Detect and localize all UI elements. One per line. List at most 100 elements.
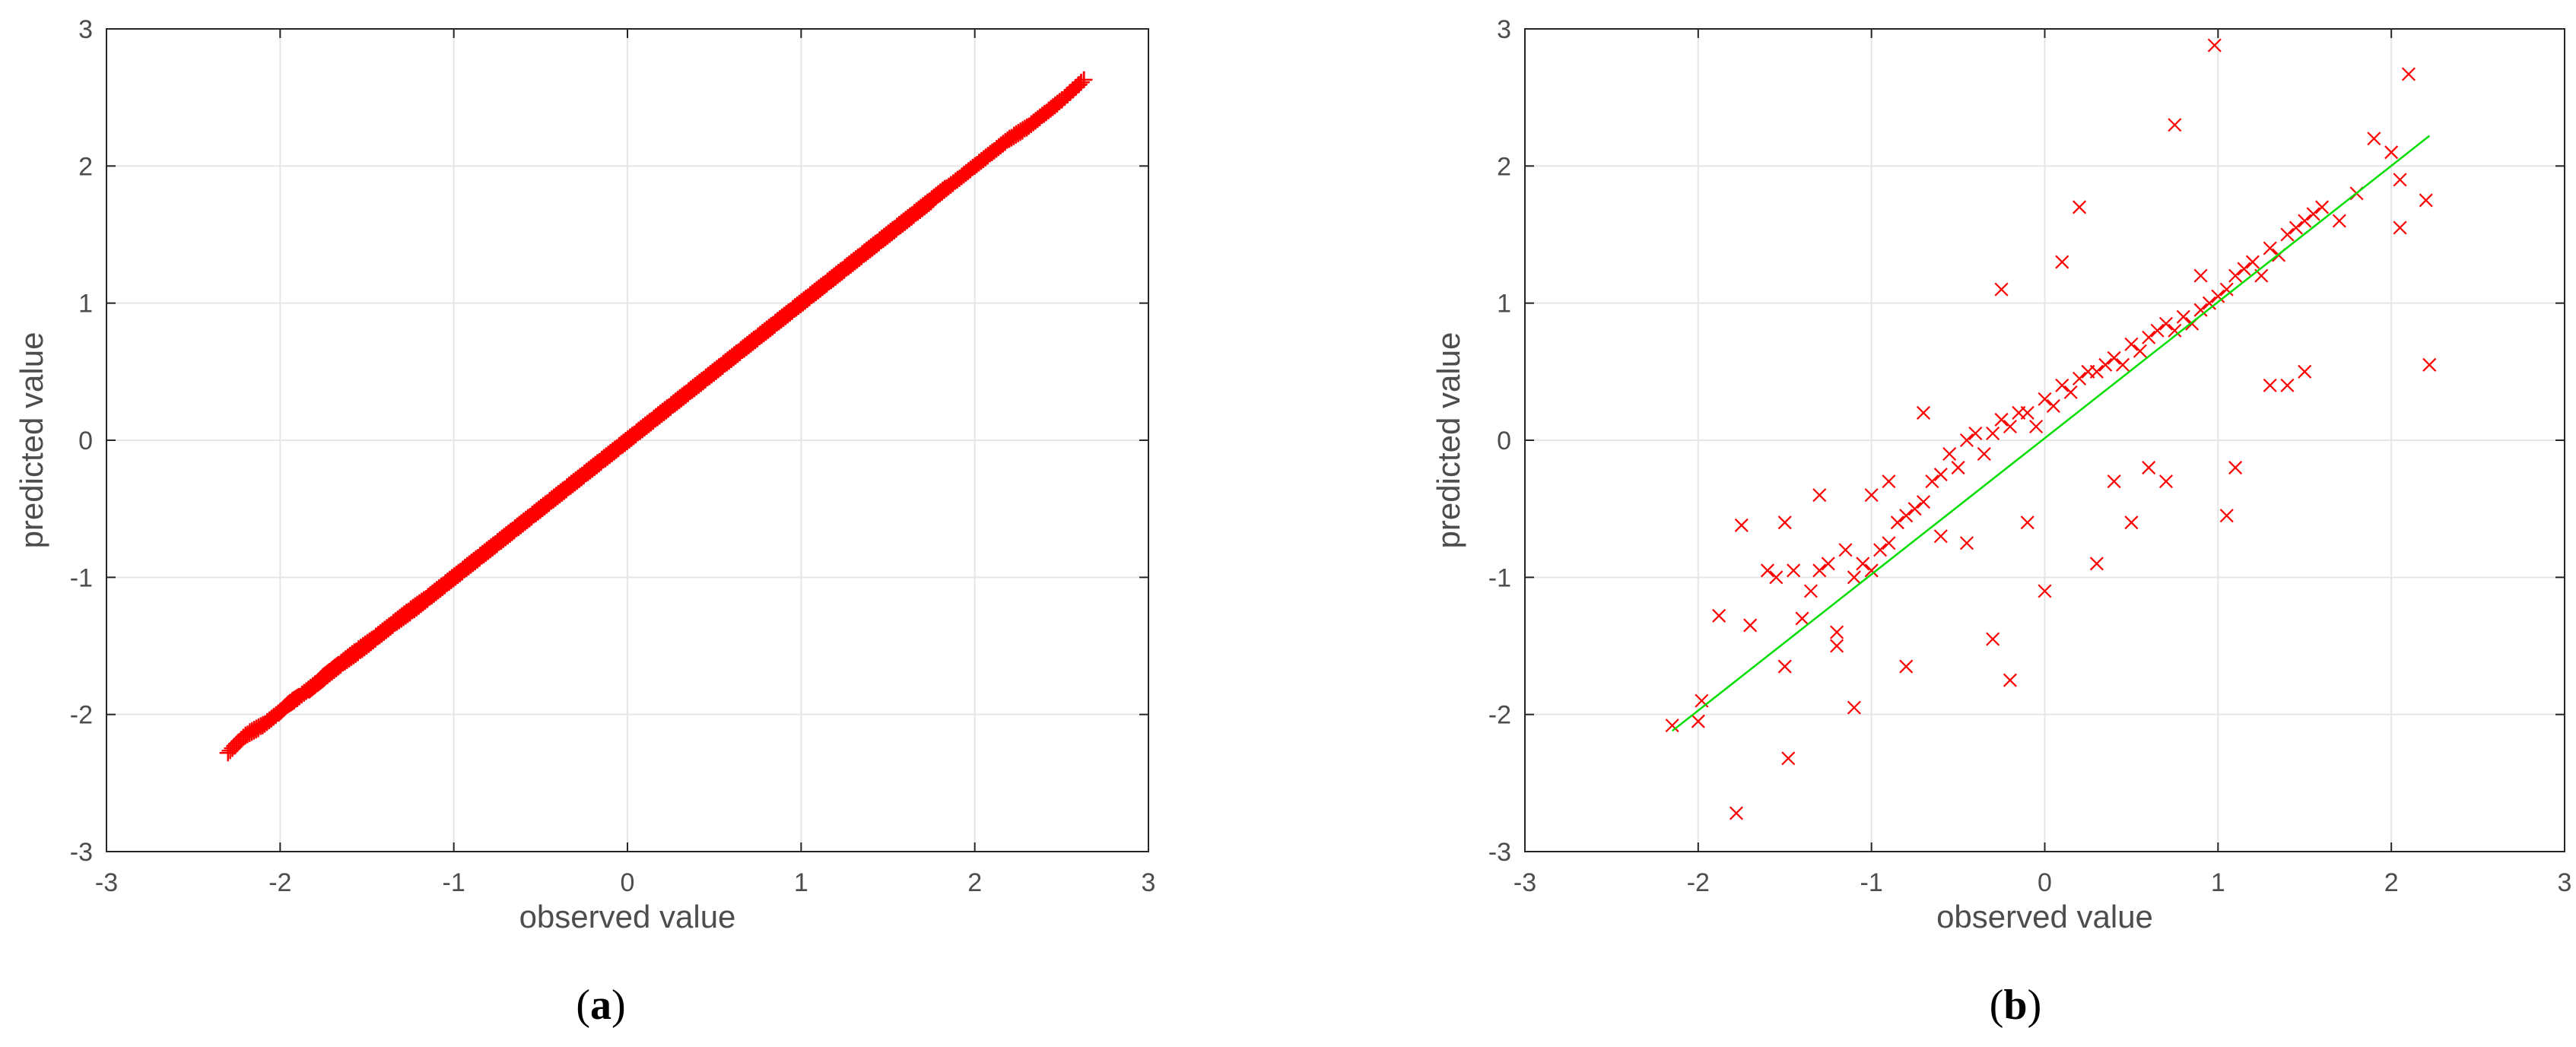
data-point: [2158, 316, 2174, 331]
data-point: [2401, 67, 2416, 81]
data-point: [1977, 447, 1991, 462]
data-point: [1907, 502, 1922, 516]
panel-a-x-axis-label: observed value: [519, 899, 736, 934]
data-point: [1882, 474, 1896, 489]
data-point: [1803, 584, 1818, 598]
x-tick-label: 1: [2211, 868, 2225, 897]
data-point: [1994, 282, 2009, 297]
data-point: [1830, 625, 1844, 639]
data-point: [2298, 214, 2312, 228]
y-tick-label: -1: [70, 563, 93, 592]
data-point: [1933, 529, 1948, 544]
data-point: [1986, 632, 2000, 646]
data-point: [2003, 673, 2017, 687]
data-point: [2315, 200, 2330, 214]
data-point: [2193, 303, 2208, 317]
x-tick-label: -2: [268, 868, 291, 897]
data-point: [1986, 426, 2000, 441]
panel-b-x-axis-label: observed value: [1936, 899, 2153, 934]
y-tick-label: 1: [78, 290, 93, 319]
y-tick-label: -2: [1488, 701, 1511, 730]
data-point: [1882, 536, 1896, 550]
panel-b-caption: (b): [1990, 982, 2041, 1029]
data-point: [1856, 557, 1870, 571]
y-tick-label: -3: [70, 838, 93, 867]
data-point: [1847, 700, 1861, 715]
data-point: [1899, 509, 1914, 523]
y-tick-label: 0: [78, 427, 93, 455]
data-point: [2306, 207, 2320, 221]
data-point: [1916, 495, 1931, 509]
data-point: [228, 735, 246, 753]
data-point: [2089, 364, 2104, 379]
panel-a-caption: (a): [576, 982, 625, 1029]
data-point: [2107, 351, 2121, 365]
x-tick-label: -2: [1687, 868, 1710, 897]
data-point: [1942, 447, 1957, 462]
x-tick-label: -3: [95, 868, 118, 897]
data-point: [2055, 378, 2069, 392]
data-point: [2020, 405, 2034, 420]
data-point: [226, 738, 243, 755]
panel-b-fit-line: [1671, 135, 2431, 732]
data-point: [1743, 618, 1758, 633]
data-point: [1838, 543, 1853, 557]
data-point: [1777, 516, 1792, 530]
y-tick-label: -3: [1488, 838, 1511, 867]
data-point: [1781, 751, 1796, 766]
x-tick-label: 2: [967, 868, 982, 897]
data-point: [2115, 357, 2130, 372]
y-tick-label: -1: [1488, 563, 1511, 592]
panel-b-y-axis-label: predicted value: [1431, 332, 1466, 549]
data-point: [2422, 357, 2437, 372]
data-point: [1821, 557, 1835, 571]
panel-b-ticks: -3 -2 -1 0 1 2 3 -3 -2 -1 0 1 2 3: [1488, 15, 2572, 897]
data-point: [1951, 461, 1965, 475]
data-point: [2228, 268, 2243, 283]
data-point: [1890, 516, 1904, 530]
data-point: [2150, 323, 2165, 338]
x-tick-label: 3: [2558, 868, 2572, 897]
y-tick-label: 2: [78, 152, 93, 181]
data-point: [1830, 639, 1844, 653]
y-tick-label: 3: [78, 15, 93, 44]
data-point: [1959, 536, 1974, 550]
data-point: [2219, 509, 2234, 523]
data-point: [2098, 357, 2113, 372]
data-point: [219, 744, 237, 762]
data-point: [2020, 516, 2034, 530]
data-point: [2393, 221, 2407, 235]
panel-b-chart: -3 -2 -1 0 1 2 3 -3 -2 -1 0 1 2 3 observed value pred…: [1431, 15, 2571, 1029]
data-point: [2142, 330, 2156, 344]
data-point: [2142, 461, 2156, 475]
data-point: [2298, 364, 2312, 379]
data-point: [2237, 262, 2251, 276]
panel-a-y-axis-label: predicted value: [14, 332, 49, 549]
x-tick-label: 0: [2038, 868, 2052, 897]
data-point: [1933, 468, 1948, 482]
data-point: [2280, 227, 2295, 242]
data-point: [1916, 405, 1931, 420]
data-point: [2133, 344, 2147, 358]
data-point: [2289, 221, 2303, 235]
data-point: [224, 740, 241, 757]
data-point: [2055, 255, 2069, 269]
x-tick-label: -3: [1514, 868, 1536, 897]
y-tick-label: -2: [70, 701, 93, 730]
data-point: [1712, 608, 1726, 623]
data-point: [2332, 214, 2346, 228]
data-point: [1812, 488, 1827, 503]
x-tick-label: 3: [1142, 868, 1156, 897]
data-point: [2245, 255, 2260, 269]
data-point: [2263, 241, 2277, 255]
panel-b-markers: [1665, 38, 2437, 820]
x-tick-label: -1: [443, 868, 465, 897]
data-point: [2124, 516, 2139, 530]
data-point: [2263, 378, 2277, 392]
panel-b-caption-letter: b: [2003, 982, 2027, 1029]
data-point: [2393, 173, 2407, 187]
data-point: [1812, 563, 1827, 578]
data-point: [1873, 543, 1888, 557]
data-point: [2367, 132, 2381, 146]
